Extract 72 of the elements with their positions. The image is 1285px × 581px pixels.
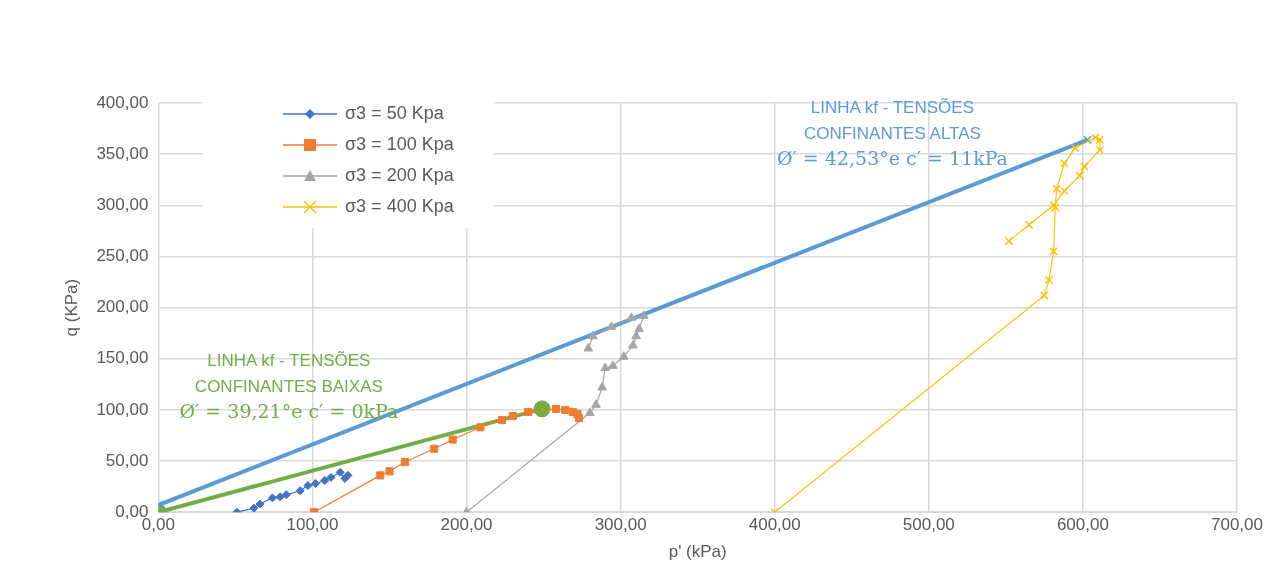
y-axis-title: q (KPa) xyxy=(61,278,81,337)
legend-label: σ3 = 200 Kpa xyxy=(345,165,454,186)
y-tick-label: 300,00 xyxy=(96,194,149,214)
point xyxy=(311,479,321,489)
point xyxy=(448,435,457,444)
point xyxy=(385,467,394,476)
y-tick-label: 250,00 xyxy=(96,246,149,266)
point xyxy=(597,381,607,391)
x-tick-label: 500,00 xyxy=(902,515,955,535)
annotation: LINHA kf - TENSÕES CONFINANTES BAIXAS Ø′ = 39,21°e c′ = 0kPa xyxy=(179,350,399,423)
point xyxy=(591,399,601,408)
point xyxy=(335,467,345,477)
point xyxy=(608,360,618,369)
point xyxy=(628,339,638,349)
x-tick-label: 300,00 xyxy=(594,515,647,535)
point xyxy=(376,471,385,480)
point xyxy=(1070,143,1080,153)
x-tick-label: 400,00 xyxy=(748,515,801,535)
legend-label: σ3 = 50 Kpa xyxy=(345,103,444,124)
point xyxy=(1060,159,1069,168)
point xyxy=(326,472,336,482)
point xyxy=(400,458,409,467)
point xyxy=(583,343,594,352)
x-tick-label: 600,00 xyxy=(1056,515,1109,535)
x-axis-title: p' (kPa) xyxy=(668,542,727,562)
y-tick-label: 200,00 xyxy=(96,297,149,317)
x-tick-label: 100,00 xyxy=(286,515,339,535)
annotation: LINHA kf - TENSÕES CONFINANTES ALTAS Ø′ = 42,53°e c′ = 11kPa xyxy=(776,98,1008,170)
point xyxy=(638,310,649,319)
point xyxy=(634,323,644,333)
y-tick-label: 50,00 xyxy=(105,450,149,470)
point xyxy=(497,416,507,425)
point xyxy=(606,321,617,331)
legend-label: σ3 = 400 Kpa xyxy=(345,196,454,217)
x-tick-label: 700,00 xyxy=(1211,515,1263,535)
point xyxy=(600,362,611,371)
point xyxy=(1049,247,1058,256)
y-tick-label: 400,00 xyxy=(96,92,149,112)
point xyxy=(1004,236,1014,246)
point xyxy=(281,490,291,500)
point xyxy=(255,499,265,509)
point xyxy=(508,412,517,421)
y-tick-label: 150,00 xyxy=(96,348,149,368)
point xyxy=(476,423,485,432)
point xyxy=(295,486,305,496)
point xyxy=(1075,171,1085,180)
point xyxy=(1080,162,1089,171)
point xyxy=(303,481,313,491)
point xyxy=(561,405,570,414)
point xyxy=(1083,135,1092,145)
point xyxy=(626,312,637,321)
y-tick-label: 100,00 xyxy=(96,399,149,419)
point xyxy=(618,351,629,360)
point xyxy=(524,407,533,416)
point xyxy=(575,414,584,423)
point xyxy=(1060,186,1069,196)
point xyxy=(320,475,330,485)
legend-label: σ3 = 100 Kpa xyxy=(345,134,454,155)
y-tick-label: 350,00 xyxy=(96,143,149,163)
point xyxy=(1044,275,1054,285)
point xyxy=(551,404,560,413)
point xyxy=(249,503,259,513)
point xyxy=(430,444,439,453)
point xyxy=(1024,220,1034,230)
point xyxy=(1040,291,1049,300)
point xyxy=(1052,184,1062,194)
point xyxy=(275,492,285,502)
point xyxy=(588,330,598,340)
point xyxy=(267,493,277,503)
point xyxy=(585,407,595,416)
point xyxy=(1090,133,1100,143)
x-tick-label: 200,00 xyxy=(440,515,493,535)
